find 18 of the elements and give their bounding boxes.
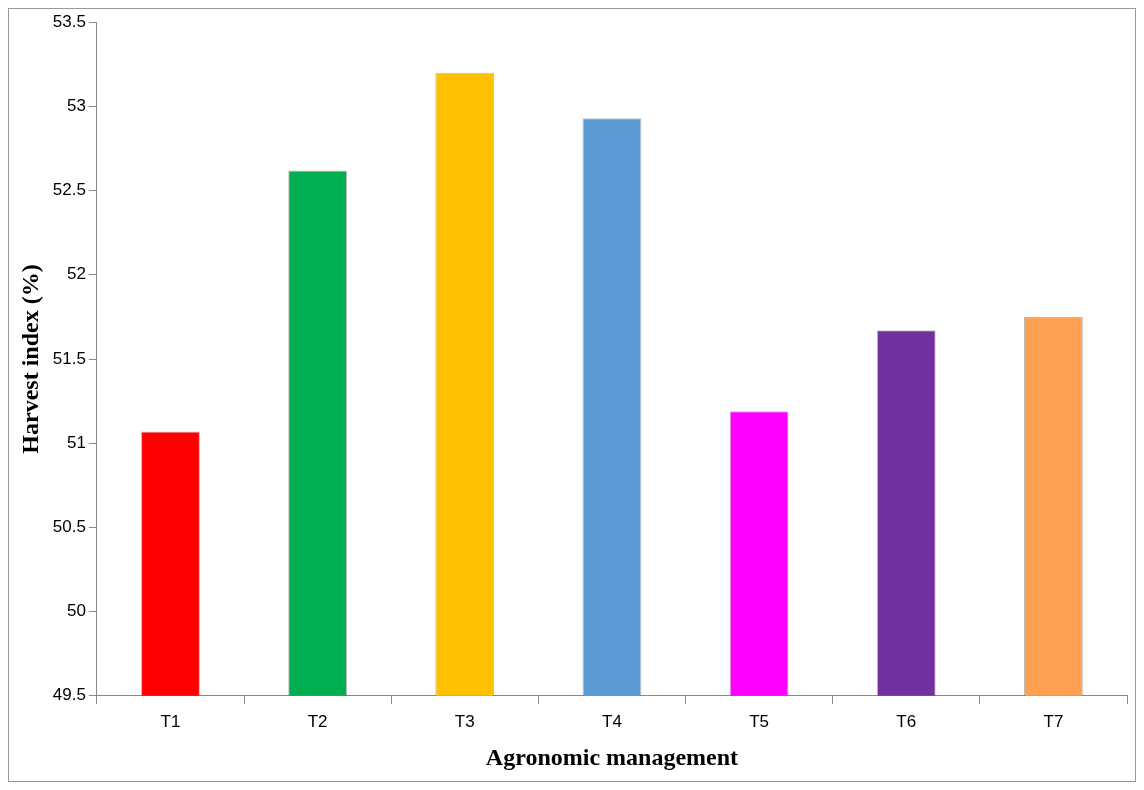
y-tick-label: 52 xyxy=(66,264,86,284)
y-tick-label: 51 xyxy=(66,432,86,452)
x-axis-title: Agronomic management xyxy=(485,743,739,770)
x-tick-label: T2 xyxy=(307,711,328,731)
y-tick-label: 50.5 xyxy=(52,517,86,537)
y-axis-title: Harvest index (%) xyxy=(16,264,43,454)
y-tick-label: 53 xyxy=(66,96,86,116)
y-tick-label: 50 xyxy=(66,601,86,621)
x-tick-label: T1 xyxy=(160,711,181,731)
y-tick-label: 52.5 xyxy=(52,180,86,200)
y-tick-label: 51.5 xyxy=(52,348,86,368)
y-tick-label: 49.5 xyxy=(52,685,86,705)
x-tick-label: T5 xyxy=(749,711,770,731)
x-tick-label: T4 xyxy=(602,711,622,731)
y-tick-label: 53.5 xyxy=(52,11,86,31)
x-tick-label: T7 xyxy=(1043,711,1064,731)
x-tick-label: T6 xyxy=(896,711,917,731)
x-tick-label: T3 xyxy=(454,711,475,731)
